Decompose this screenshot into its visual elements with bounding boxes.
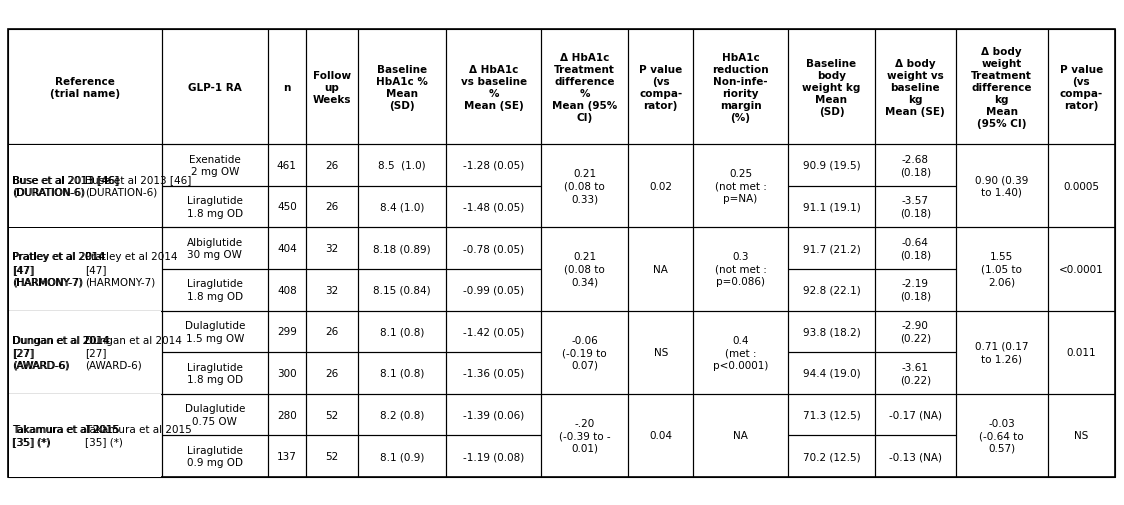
Text: Δ body
weight vs
baseline
kg
Mean (SE): Δ body weight vs baseline kg Mean (SE)	[886, 59, 945, 116]
Text: -2.68
(0.18): -2.68 (0.18)	[900, 155, 931, 177]
Text: -3.61
(0.22): -3.61 (0.22)	[900, 362, 931, 384]
Text: 90.9 (19.5): 90.9 (19.5)	[803, 161, 860, 171]
Bar	[8, 145, 162, 228]
Text: 52: 52	[325, 410, 338, 420]
Text: 8.1 (0.8): 8.1 (0.8)	[380, 368, 424, 378]
Bar	[446, 186, 541, 228]
Bar	[268, 394, 306, 435]
Bar	[268, 228, 306, 269]
Bar	[541, 311, 628, 394]
Text: -3.57
(0.18): -3.57 (0.18)	[900, 196, 931, 218]
Bar	[1048, 394, 1115, 477]
Bar	[306, 269, 357, 311]
Text: 450: 450	[277, 202, 297, 212]
Text: 0.02: 0.02	[650, 181, 672, 191]
Bar	[876, 352, 955, 394]
Bar	[268, 269, 306, 311]
Text: 0.21
(0.08 to
0.34): 0.21 (0.08 to 0.34)	[564, 252, 605, 287]
Text: 92.8 (22.1): 92.8 (22.1)	[803, 285, 860, 295]
Bar	[9, 394, 161, 477]
Text: 0.011: 0.011	[1067, 347, 1096, 358]
Text: Pratley et al 2014
[47]
(HARMONY-7): Pratley et al 2014 [47] (HARMONY-7)	[12, 252, 105, 287]
Bar	[1048, 30, 1115, 145]
Bar	[306, 30, 357, 145]
Text: -2.90
(0.22): -2.90 (0.22)	[900, 321, 931, 343]
Bar	[357, 186, 446, 228]
Text: 461: 461	[277, 161, 297, 171]
Bar	[162, 228, 268, 269]
Text: 0.04: 0.04	[650, 431, 672, 440]
Bar	[306, 435, 357, 477]
Bar	[788, 145, 876, 186]
Text: -0.03
(-0.64 to
0.57): -0.03 (-0.64 to 0.57)	[979, 418, 1024, 453]
Bar	[955, 228, 1048, 311]
Text: 8.2 (0.8): 8.2 (0.8)	[380, 410, 424, 420]
Text: 91.7 (21.2): 91.7 (21.2)	[803, 243, 860, 254]
Text: Baseline
body
weight kg
Mean
(SD): Baseline body weight kg Mean (SD)	[803, 59, 861, 116]
Bar	[268, 311, 306, 352]
Text: Δ body
weight
Treatment
difference
kg
Mean
(95% CI): Δ body weight Treatment difference kg Me…	[971, 46, 1032, 128]
Text: Dungan et al 2014
[27]
(AWARD-6): Dungan et al 2014 [27] (AWARD-6)	[13, 335, 110, 370]
Bar	[628, 311, 694, 394]
Bar	[788, 435, 876, 477]
Bar	[162, 435, 268, 477]
Bar	[694, 228, 788, 311]
Text: -1.42 (0.05): -1.42 (0.05)	[463, 327, 524, 337]
Bar	[9, 312, 161, 393]
Bar	[9, 145, 161, 227]
Bar	[8, 311, 162, 394]
Text: -1.39 (0.06): -1.39 (0.06)	[463, 410, 524, 420]
Bar	[357, 394, 446, 435]
Bar	[876, 435, 955, 477]
Bar	[876, 186, 955, 228]
Bar	[446, 228, 541, 269]
Bar	[955, 394, 1048, 477]
Bar	[628, 228, 694, 311]
Bar	[628, 394, 694, 477]
Text: 91.1 (19.1): 91.1 (19.1)	[803, 202, 860, 212]
Text: -0.17 (NA): -0.17 (NA)	[889, 410, 942, 420]
Text: P value
(vs
compa-
rator): P value (vs compa- rator)	[640, 64, 682, 110]
Text: 32: 32	[325, 243, 338, 254]
Text: <0.0001: <0.0001	[1059, 264, 1104, 274]
Bar	[8, 30, 1115, 477]
Bar	[162, 352, 268, 394]
Bar	[9, 228, 161, 311]
Bar	[788, 228, 876, 269]
Text: Takamura et al 2015
[35] (*): Takamura et al 2015 [35] (*)	[13, 424, 120, 447]
Text: NS: NS	[1075, 431, 1088, 440]
Text: 26: 26	[325, 368, 338, 378]
Text: 0.25
(not met :
p=NA): 0.25 (not met : p=NA)	[715, 169, 767, 204]
Text: 300: 300	[277, 368, 297, 378]
Text: -1.28 (0.05): -1.28 (0.05)	[463, 161, 524, 171]
Bar	[162, 30, 268, 145]
Bar	[446, 269, 541, 311]
Bar	[8, 394, 162, 477]
Text: 0.21
(0.08 to
0.33): 0.21 (0.08 to 0.33)	[564, 169, 605, 204]
Text: P value
(vs
compa-
rator): P value (vs compa- rator)	[1060, 64, 1103, 110]
Bar	[446, 145, 541, 186]
Text: -.20
(-0.39 to -
0.01): -.20 (-0.39 to - 0.01)	[559, 418, 610, 453]
Bar	[162, 394, 268, 435]
Text: Δ HbA1c
Treatment
difference
%
Mean (95%
CI): Δ HbA1c Treatment difference % Mean (95%…	[552, 53, 617, 122]
Text: n: n	[283, 82, 290, 92]
Bar	[876, 145, 955, 186]
Text: -1.48 (0.05): -1.48 (0.05)	[463, 202, 524, 212]
Bar	[541, 228, 628, 311]
Bar	[788, 269, 876, 311]
Bar	[955, 311, 1048, 394]
Bar	[162, 186, 268, 228]
Text: Δ HbA1c
vs baseline
%
Mean (SE): Δ HbA1c vs baseline % Mean (SE)	[461, 64, 527, 110]
Bar	[876, 30, 955, 145]
Text: Liraglutide
1.8 mg OD: Liraglutide 1.8 mg OD	[187, 279, 243, 301]
Bar	[446, 394, 541, 435]
Text: Liraglutide
1.8 mg OD: Liraglutide 1.8 mg OD	[187, 196, 243, 218]
Text: Pratley et al 2014
[47]
(HARMONY-7): Pratley et al 2014 [47] (HARMONY-7)	[13, 252, 106, 287]
Bar	[162, 311, 268, 352]
Text: 93.8 (18.2): 93.8 (18.2)	[803, 327, 860, 337]
Text: 8.18 (0.89): 8.18 (0.89)	[373, 243, 430, 254]
Text: Dulaglutide
1.5 mg OW: Dulaglutide 1.5 mg OW	[184, 321, 245, 343]
Text: 52: 52	[325, 451, 338, 461]
Text: -0.99 (0.05): -0.99 (0.05)	[463, 285, 524, 295]
Text: Takamura et al 2015
[35] (*): Takamura et al 2015 [35] (*)	[12, 424, 119, 447]
